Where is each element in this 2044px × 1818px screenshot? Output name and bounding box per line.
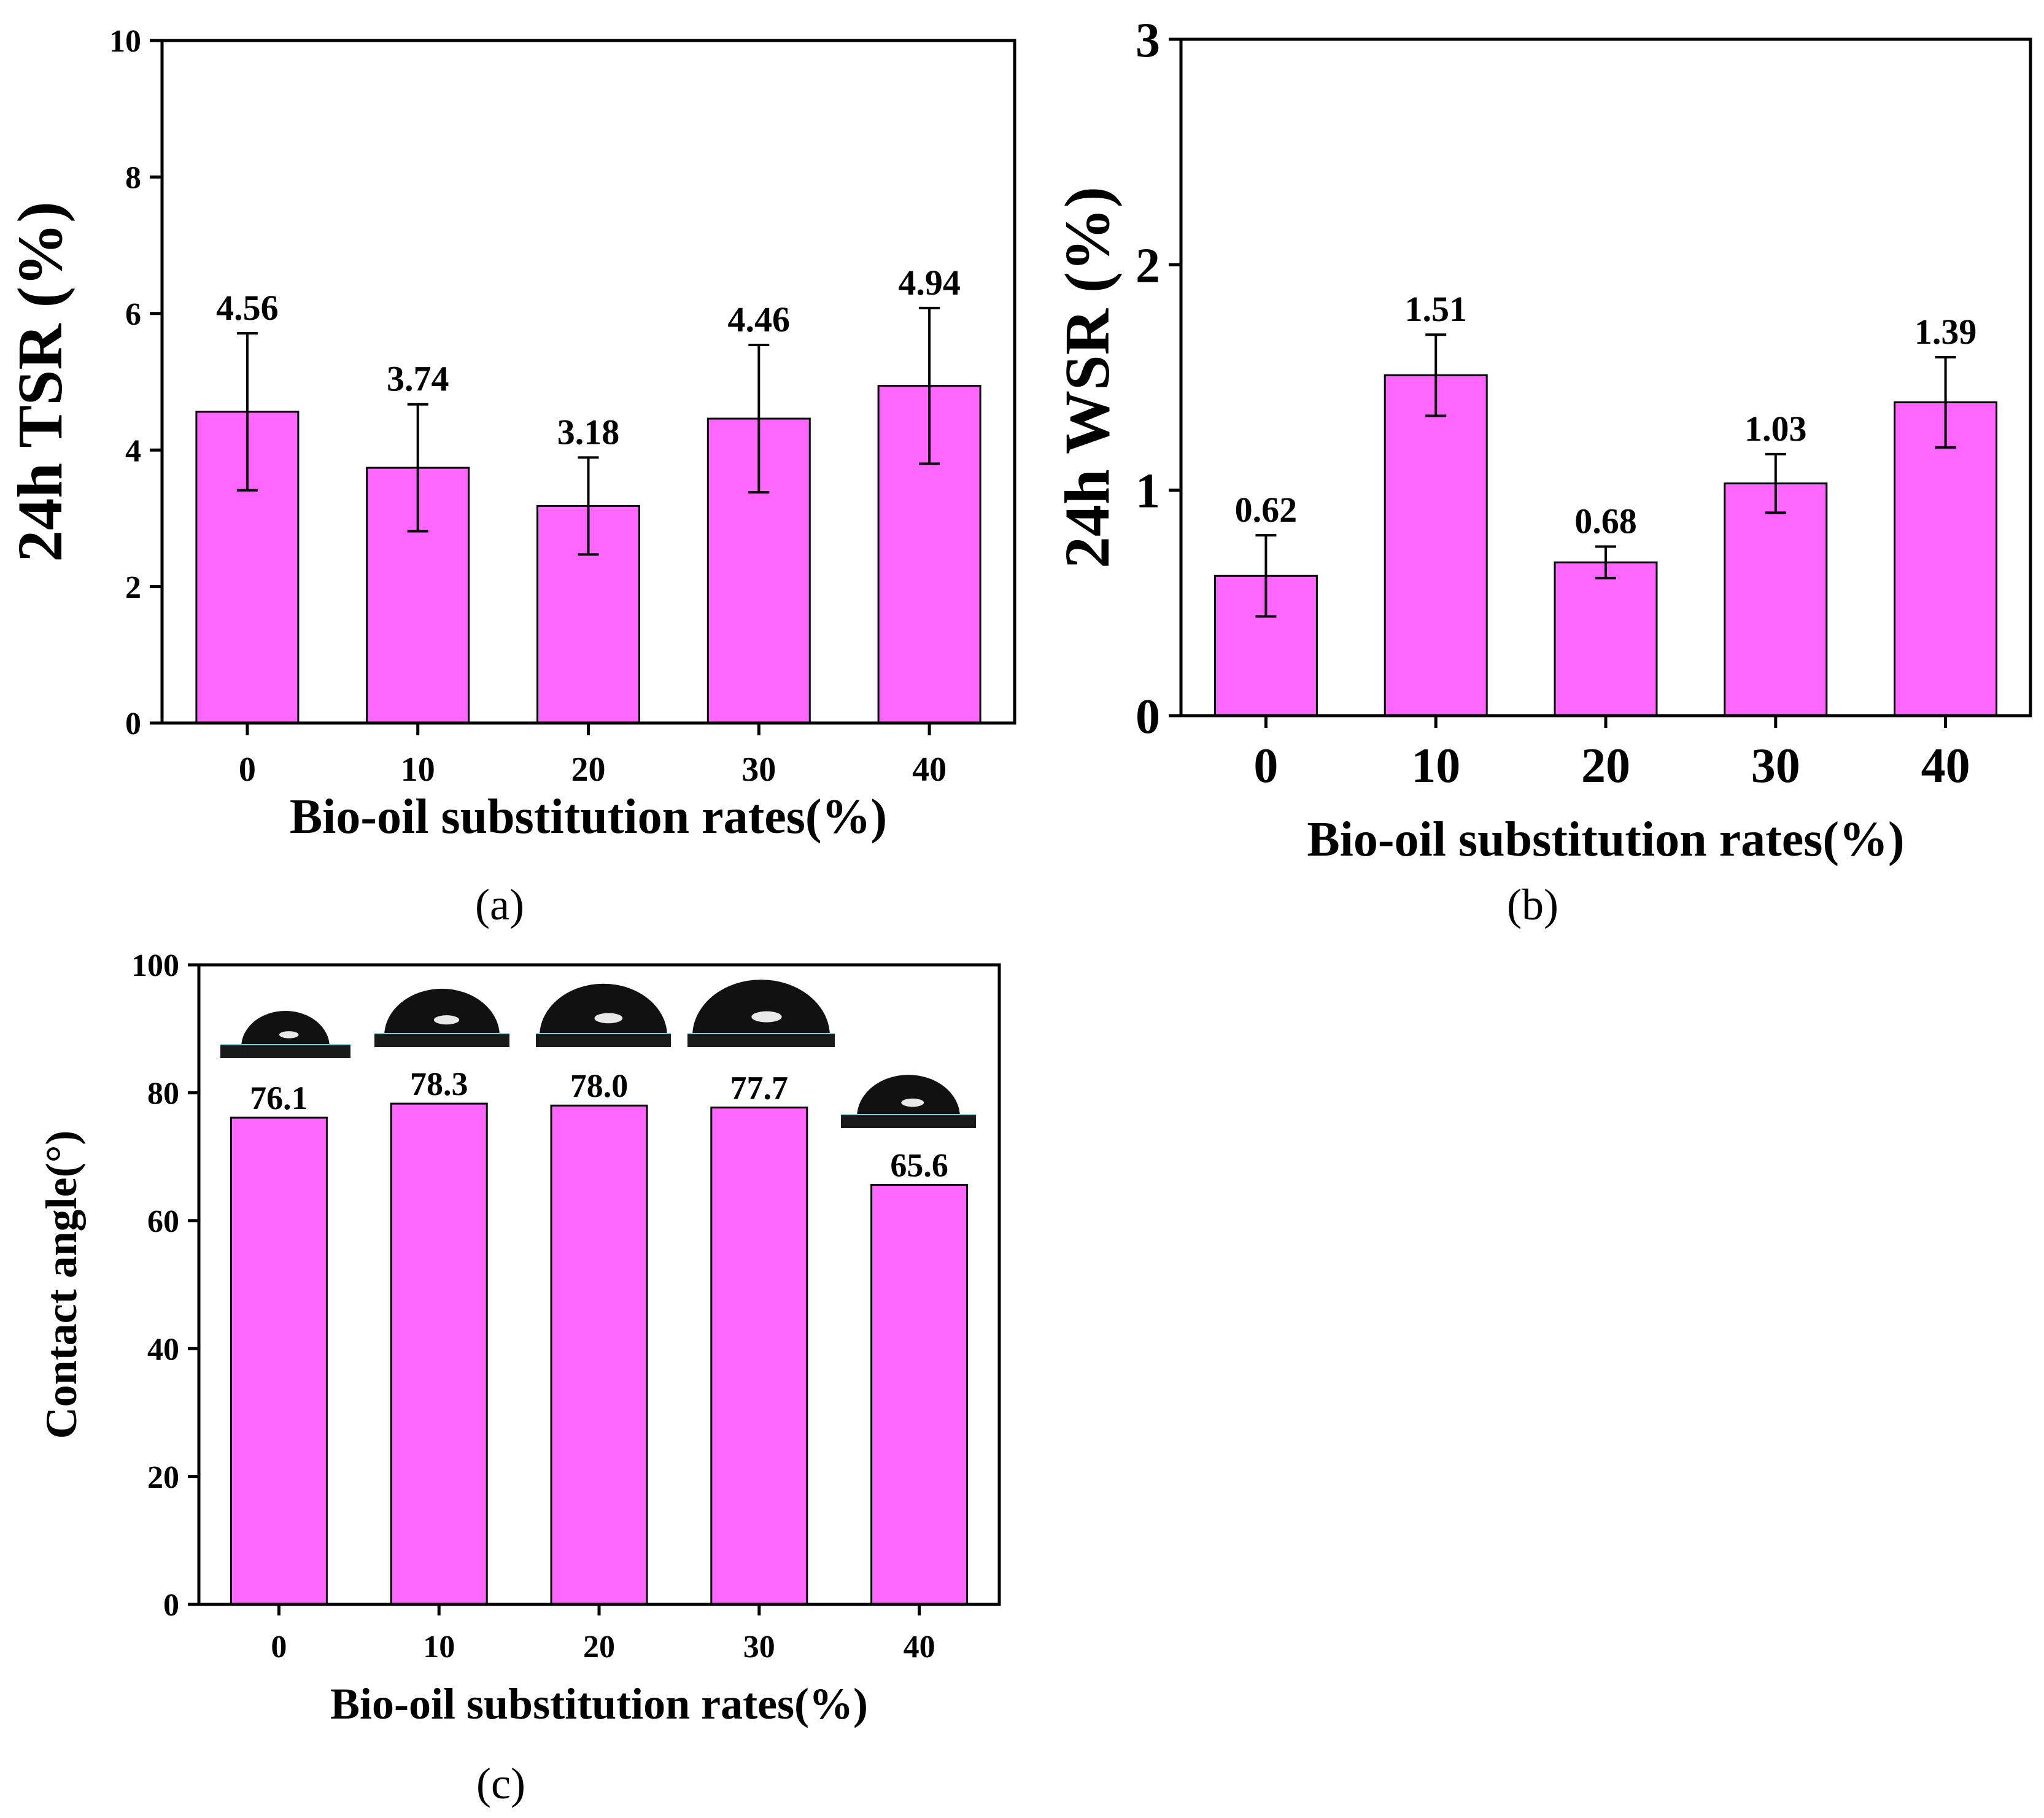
y-tick-label: 0 [125,706,141,741]
x-tick-label: 20 [1581,739,1630,793]
value-label-30: 77.7 [730,1069,789,1106]
value-label-30: 4.46 [728,300,791,339]
x-tick-label: 10 [1411,739,1460,793]
x-tick-label: 40 [1921,739,1970,793]
y-tick-label: 3 [1136,14,1160,68]
y-axis-label: 24h TSR (%) [5,201,75,562]
panel-caption: (a) [475,880,524,929]
droplet-highlight [901,1098,924,1107]
droplet-shape [692,980,830,1036]
droplet-shape [241,1010,330,1047]
value-label-0: 4.56 [216,288,279,328]
droplet-substrate [220,1045,350,1058]
x-tick-label: 20 [571,751,606,789]
value-label-10: 3.74 [387,359,449,399]
bar-20 [1554,561,1658,717]
y-tick-label: 8 [125,161,141,196]
bar-20 [550,1104,648,1606]
x-tick-label: 10 [423,1630,455,1665]
y-axis-label: 24h WSR (%) [1052,187,1123,568]
x-axis-label: Bio-oil substitution rates(%) [330,1679,868,1728]
y-tick-label: 60 [147,1204,179,1239]
bar-30 [710,1106,808,1606]
droplet-shape [540,983,667,1036]
y-tick-label: 10 [109,24,141,59]
droplet-highlight [594,1013,623,1024]
droplet-substrate [536,1034,671,1047]
x-tick-label: 0 [239,751,256,789]
value-label-40: 1.39 [1914,312,1977,352]
bar-10 [390,1102,488,1606]
x-tick-label: 20 [583,1630,615,1665]
error-bar-10 [1425,333,1447,417]
y-tick-label: 20 [147,1460,179,1495]
droplet-substrate [841,1115,976,1128]
x-tick-label: 0 [1253,739,1278,793]
value-label-10: 78.3 [410,1066,468,1102]
error-bar-10 [407,403,428,533]
value-label-0: 0.62 [1235,490,1298,530]
y-tick-label: 4 [125,433,141,468]
value-label-20: 3.18 [557,412,620,452]
droplet-inset-20 [536,983,671,1047]
droplet-substrate [374,1034,509,1047]
value-label-40: 65.6 [890,1147,948,1183]
y-tick-label: 80 [147,1077,179,1112]
x-axis-label: Bio-oil substitution rates(%) [290,790,887,844]
y-tick-label: 2 [125,570,141,605]
droplet-shape [384,988,500,1036]
x-tick-label: 40 [912,751,947,789]
error-bar-0 [1255,534,1277,618]
bar-40 [870,1183,969,1606]
y-tick-label: 1 [1136,465,1160,519]
x-axis-label: Bio-oil substitution rates(%) [1307,813,1904,867]
droplet-substrate [687,1034,835,1047]
error-bar-20 [1595,545,1616,579]
error-bar-40 [919,306,940,465]
panel-a-tsr-chart: 4.56 3.74 3.18 4.46 4.94 0 2 4 6 8 10 0 10 20 30 40 Bio-… [5,24,1016,929]
x-tick-label: 30 [743,1630,775,1665]
x-tick-label: 30 [1751,739,1800,793]
bar-0 [230,1116,328,1606]
y-tick-label: 0 [163,1588,179,1623]
value-label-30: 1.03 [1744,409,1807,449]
y-axis-label: Contact angle(°) [37,1131,86,1439]
error-bar-20 [578,456,599,556]
droplet-shape [857,1075,960,1117]
bar-30 [1724,482,1828,717]
panel-caption: (c) [476,1759,525,1808]
error-bar-30 [1765,452,1786,514]
droplet-inset-40 [841,1075,976,1128]
value-label-10: 1.51 [1404,289,1467,329]
y-tick-label: 0 [1136,690,1160,744]
error-bar-0 [236,332,258,492]
value-label-0: 76.1 [250,1080,308,1116]
droplet-inset-10 [374,988,509,1047]
droplet-highlight [751,1011,782,1023]
y-tick-label: 40 [147,1332,179,1367]
droplet-highlight [279,1031,299,1039]
y-tick-label: 100 [131,948,179,983]
value-label-40: 4.94 [898,263,961,303]
x-tick-label: 10 [401,751,435,789]
bar-40 [1894,401,1998,717]
y-tick-label: 6 [125,297,141,332]
droplet-inset-0 [220,1010,350,1058]
value-label-20: 0.68 [1574,501,1637,541]
panel-caption: (b) [1507,880,1558,929]
droplet-highlight [433,1015,460,1025]
x-tick-label: 30 [741,751,776,789]
error-bar-40 [1935,355,1956,449]
droplet-inset-30 [687,980,835,1047]
x-tick-label: 40 [904,1630,935,1665]
panel-c-contact-angle-chart: 76.1 78.3 78.0 77.7 65.6 0 20 40 60 80 100 0 10 20 30 4… [37,948,1001,1808]
value-label-20: 78.0 [570,1067,629,1104]
error-bar-30 [748,343,770,494]
y-tick-label: 2 [1136,239,1160,293]
x-tick-label: 0 [271,1630,287,1665]
bar-10 [1384,374,1488,717]
